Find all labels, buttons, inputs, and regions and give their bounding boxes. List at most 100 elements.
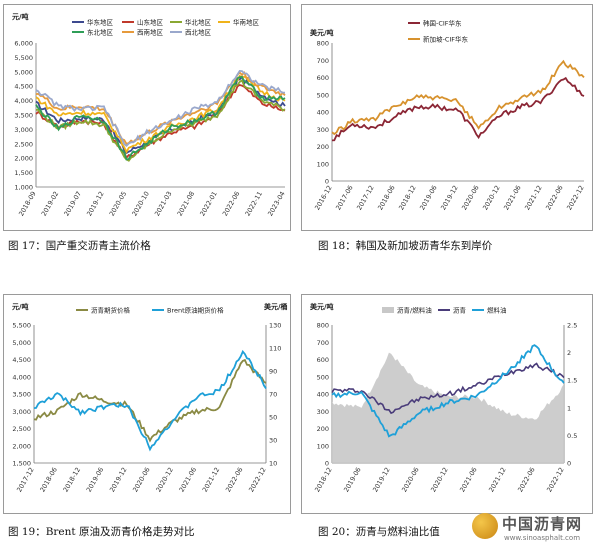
x-tick-label: 2020-12 bbox=[429, 466, 450, 494]
watermark: 中国沥青网 www.sinoasphalt.com bbox=[471, 513, 582, 542]
caption-chart-18: 图 18：韩国及新加坡沥青华东到岸价 bbox=[318, 240, 493, 252]
y-tick-label: 4,500 bbox=[12, 356, 31, 364]
y-tick-label-right: 0 bbox=[567, 460, 571, 468]
x-tick-label: 2021-08 bbox=[176, 190, 197, 218]
x-tick-label: 2018-06 bbox=[376, 184, 397, 212]
y-tick-label: 2,000 bbox=[14, 155, 33, 163]
caption-chart-20: 图 20：沥青与燃料油比值 bbox=[318, 526, 440, 538]
y-tick-label: 0 bbox=[325, 460, 329, 468]
y-tick-label-right: 130 bbox=[269, 322, 281, 330]
y-tick-label: 600 bbox=[317, 356, 329, 364]
ratio-area bbox=[332, 352, 564, 463]
x-tick-label: 2022-12 bbox=[247, 466, 268, 494]
legend-label: 华北地区 bbox=[185, 18, 212, 27]
x-tick-label: 2020-12 bbox=[154, 466, 175, 494]
legend-label: 西南地区 bbox=[137, 28, 164, 37]
legend-label: 西北地区 bbox=[185, 28, 212, 37]
y-tick-label: 1,000 bbox=[14, 184, 33, 192]
legend-swatch bbox=[382, 307, 394, 313]
y-tick-label: 600 bbox=[317, 74, 329, 82]
series-line bbox=[33, 358, 267, 443]
x-tick-label: 2021-12 bbox=[523, 184, 544, 212]
x-tick-label: 2020-05 bbox=[108, 190, 129, 218]
x-tick-label: 2020-06 bbox=[131, 466, 152, 494]
x-tick-label: 2021-06 bbox=[458, 466, 479, 494]
y-tick-label: 800 bbox=[317, 322, 329, 330]
y-tick-label: 3,500 bbox=[14, 112, 33, 120]
y-tick-label: 3,500 bbox=[12, 391, 31, 399]
y-tick-label: 3,000 bbox=[14, 126, 33, 134]
y-tick-label: 300 bbox=[317, 408, 329, 416]
y-tick-label: 2,000 bbox=[12, 442, 31, 450]
y-tick-label-right: 50 bbox=[269, 414, 277, 422]
x-tick-label: 2019-02 bbox=[40, 190, 61, 218]
y-tick-label: 300 bbox=[317, 126, 329, 134]
x-tick-label: 2021-12 bbox=[201, 466, 222, 494]
y-tick-label-right: 2 bbox=[567, 349, 571, 357]
x-tick-label: 2021-12 bbox=[487, 466, 508, 494]
y-tick-label: 200 bbox=[317, 425, 329, 433]
y-tick-label: 100 bbox=[317, 442, 329, 450]
sinoasphalt-logo-icon bbox=[471, 513, 498, 539]
x-tick-label: 2018-09 bbox=[17, 190, 38, 218]
x-tick-label: 2022-01 bbox=[198, 190, 219, 218]
y-tick-label: 500 bbox=[317, 91, 329, 99]
x-tick-label: 2022-06 bbox=[516, 466, 537, 494]
x-tick-label: 2022-06 bbox=[544, 184, 565, 212]
series-line bbox=[331, 59, 585, 136]
y-tick-label: 1,500 bbox=[12, 460, 31, 468]
y-tick-label-right: 0.5 bbox=[567, 432, 577, 440]
legend-label: 沥青期货价格 bbox=[91, 306, 131, 315]
x-tick-label: 2017-06 bbox=[334, 184, 355, 212]
y-tick-label-right: 1 bbox=[567, 404, 571, 412]
legend-label: Brent原油期货价格 bbox=[167, 306, 224, 315]
y-tick-label: 500 bbox=[317, 373, 329, 381]
chart-domestic-prices-svg: 1,000 1,500 2,000 2,500 3,000 3,500 4,000 4,500… bbox=[12, 12, 287, 218]
x-tick-label: 2017-12 bbox=[15, 466, 36, 494]
chart-panel-ratio: 0 100 200 300 400 500 600 700 800 0 0.5 1 1.5 2 2.5 201… bbox=[301, 294, 593, 514]
y-tick-label: 4,000 bbox=[14, 97, 33, 105]
y-axis-label: 元/吨 bbox=[12, 12, 29, 21]
x-tick-label: 2019-06 bbox=[418, 184, 439, 212]
x-tick-label: 2018-12 bbox=[313, 466, 334, 494]
y-tick-label-right: 10 bbox=[269, 460, 277, 468]
x-tick-label: 2019-06 bbox=[85, 466, 106, 494]
chart-brent-asphalt-svg: 1,500 2,000 2,500 3,000 3,500 4,000 4,500 5,000… bbox=[12, 302, 288, 494]
y-axis-label: 元/吨 bbox=[12, 302, 29, 311]
legend-label: 山东地区 bbox=[137, 18, 164, 27]
legend-label: 华南地区 bbox=[233, 18, 260, 27]
y-axis-label: 美元/吨 bbox=[310, 28, 334, 37]
y-tick-label: 5,000 bbox=[12, 339, 31, 347]
legend-label: 新加坡-CIF华东 bbox=[423, 35, 469, 44]
y-tick-label: 2,500 bbox=[14, 140, 33, 148]
x-tick-label: 2018-12 bbox=[62, 466, 83, 494]
x-tick-label: 2021-06 bbox=[178, 466, 199, 494]
series-line bbox=[35, 69, 285, 147]
y-axis-label-right: 美元/桶 bbox=[264, 302, 288, 311]
legend-label: 华东地区 bbox=[87, 18, 114, 27]
x-tick-label: 2022-06 bbox=[224, 466, 245, 494]
x-tick-label: 2021-03 bbox=[153, 190, 174, 218]
y-tick-label: 4,000 bbox=[12, 373, 31, 381]
x-tick-label: 2022-11 bbox=[244, 190, 265, 218]
x-tick-label: 2016-12 bbox=[313, 184, 334, 212]
y-tick-label: 4,500 bbox=[14, 83, 33, 91]
watermark-url: www.sinoasphalt.com bbox=[503, 534, 581, 542]
x-tick-label: 2022-06 bbox=[221, 190, 242, 218]
series-line bbox=[331, 362, 565, 415]
legend-label: 韩国-CIF华东 bbox=[423, 19, 462, 28]
y-tick-label: 100 bbox=[317, 160, 329, 168]
series-line bbox=[36, 79, 286, 162]
x-tick-label: 2022-12 bbox=[545, 466, 566, 494]
x-tick-label: 2019-07 bbox=[62, 190, 83, 218]
y-tick-label: 700 bbox=[317, 339, 329, 347]
chart-panel-brent-vs-asphalt: 1,500 2,000 2,500 3,000 3,500 4,000 4,500 5,000… bbox=[3, 294, 291, 514]
x-tick-label: 2018-06 bbox=[38, 466, 59, 494]
y-tick-label: 5,500 bbox=[14, 54, 33, 62]
x-tick-label: 2020-10 bbox=[130, 190, 151, 218]
y-tick-label: 400 bbox=[317, 109, 329, 117]
watermark-name: 中国沥青网 bbox=[501, 515, 582, 533]
series-line bbox=[33, 349, 267, 452]
caption-chart-17: 图 17：国产重交沥青主流价格 bbox=[8, 240, 151, 252]
